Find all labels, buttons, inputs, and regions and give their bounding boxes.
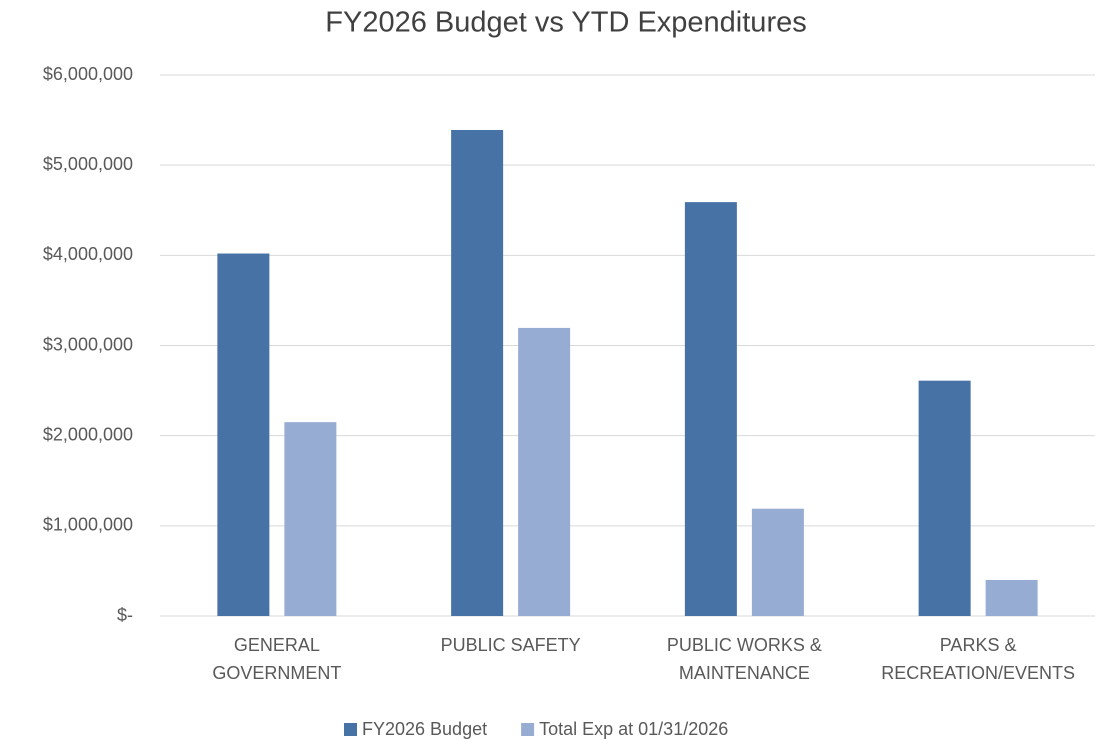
y-tick-label: $6,000,000 [43, 64, 133, 84]
y-tick-label: $3,000,000 [43, 334, 133, 354]
x-tick-label: PARKS & RECREATION/EVENTS [881, 635, 1075, 683]
bar [518, 327, 571, 616]
y-tick-label: $4,000,000 [43, 244, 133, 264]
bar [284, 422, 337, 616]
y-tick-label: $- [117, 605, 133, 625]
y-tick-label: $2,000,000 [43, 424, 133, 444]
x-tick-label: GENERAL GOVERNMENT [212, 635, 341, 683]
y-tick-label: $5,000,000 [43, 154, 133, 174]
legend-swatch [344, 723, 357, 736]
bar [217, 253, 270, 616]
legend-label: FY2026 Budget [362, 719, 487, 739]
bar [751, 508, 804, 616]
legend: FY2026 Budget Total Exp at 01/31/2026 [344, 719, 728, 739]
legend-label: Total Exp at 01/31/2026 [539, 719, 728, 739]
x-tick-label: PUBLIC SAFETY [441, 635, 581, 655]
bar [451, 130, 504, 617]
bar [918, 380, 971, 616]
legend-swatch [521, 723, 535, 736]
y-tick-label: $1,000,000 [43, 515, 133, 535]
bar [985, 579, 1038, 616]
x-tick-label: PUBLIC WORKS & MAINTENANCE [667, 635, 822, 683]
chart-title: FY2026 Budget vs YTD Expenditures [325, 7, 806, 39]
bar [684, 202, 737, 616]
